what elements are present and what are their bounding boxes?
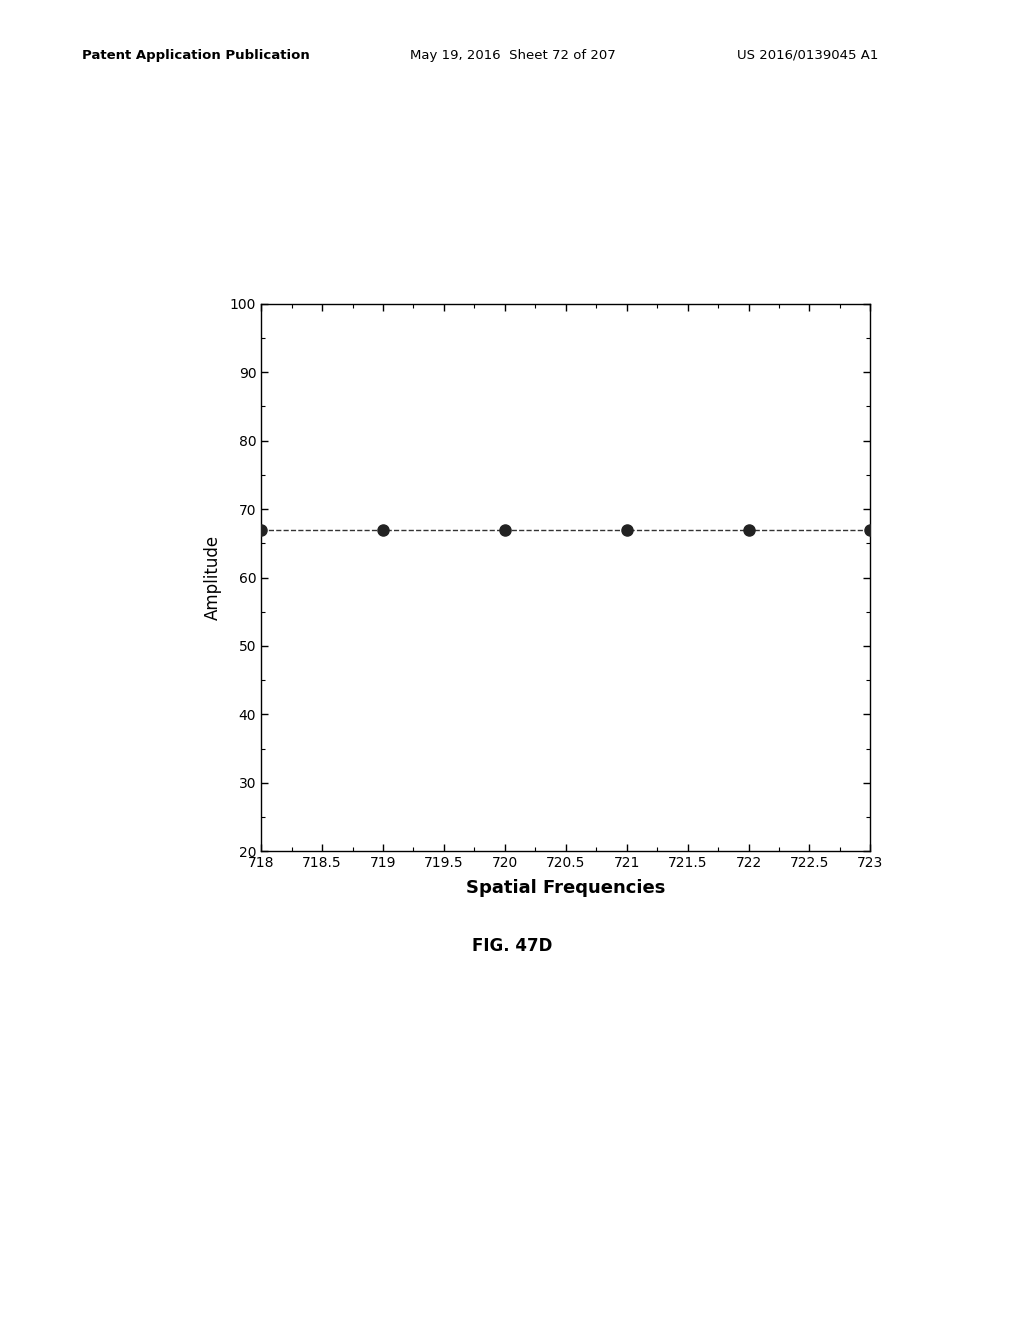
Text: US 2016/0139045 A1: US 2016/0139045 A1 [737,49,879,62]
Y-axis label: Amplitude: Amplitude [204,535,221,620]
Text: Patent Application Publication: Patent Application Publication [82,49,309,62]
Text: May 19, 2016  Sheet 72 of 207: May 19, 2016 Sheet 72 of 207 [410,49,615,62]
Text: FIG. 47D: FIG. 47D [472,937,552,956]
X-axis label: Spatial Frequencies: Spatial Frequencies [466,879,666,896]
